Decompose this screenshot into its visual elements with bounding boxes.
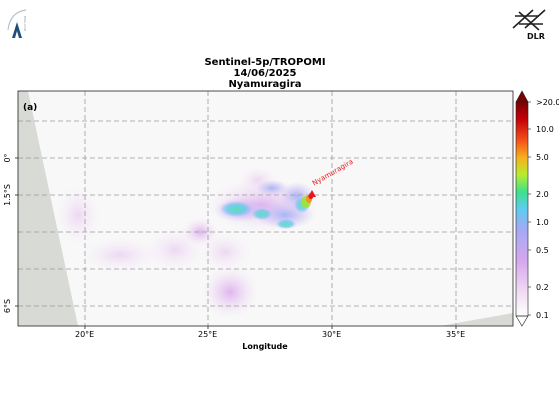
dlr-logo-text: DLR — [527, 32, 545, 41]
colorbar-label: 1.0 — [536, 218, 549, 227]
y-tick-label: 1.5°S — [3, 184, 12, 206]
colorbar — [515, 90, 531, 327]
colorbar-label: 0.5 — [536, 246, 549, 255]
colorbar-label: >20.0 — [536, 98, 559, 107]
bira-logo-text: BIRA-IASB — [23, 16, 27, 31]
x-tick-label: 35°E — [446, 330, 466, 339]
colorbar-label: 0.2 — [536, 283, 549, 292]
colorbar-label: 10.0 — [536, 125, 554, 134]
bira-logo — [6, 8, 32, 40]
land-shade-west — [18, 91, 78, 326]
title-date: 14/06/2025 — [233, 68, 297, 79]
so2-plume — [56, 166, 317, 318]
title-volcano: Nyamuragira — [228, 79, 302, 90]
y-tick-label: 0° — [3, 153, 12, 163]
x-tick-label: 20°E — [75, 330, 95, 339]
grid-lines — [18, 91, 513, 326]
x-axis-title: Longitude — [242, 342, 288, 351]
panel-label: (a) — [23, 103, 38, 113]
volcano-marker — [308, 190, 316, 197]
colorbar-label: 0.1 — [536, 311, 549, 320]
land-shade-southeast — [440, 313, 513, 326]
plot-frame — [17, 90, 514, 327]
colorbar-label: 2.0 — [536, 190, 549, 199]
x-tick-label: 30°E — [322, 330, 342, 339]
x-tick-label: 25°E — [198, 330, 218, 339]
colorbar-label: 5.0 — [536, 153, 549, 162]
y-tick-label: 6°S — [3, 298, 12, 314]
title-satellite: Sentinel-5p/TROPOMI — [204, 57, 326, 68]
dlr-logo — [509, 8, 549, 42]
